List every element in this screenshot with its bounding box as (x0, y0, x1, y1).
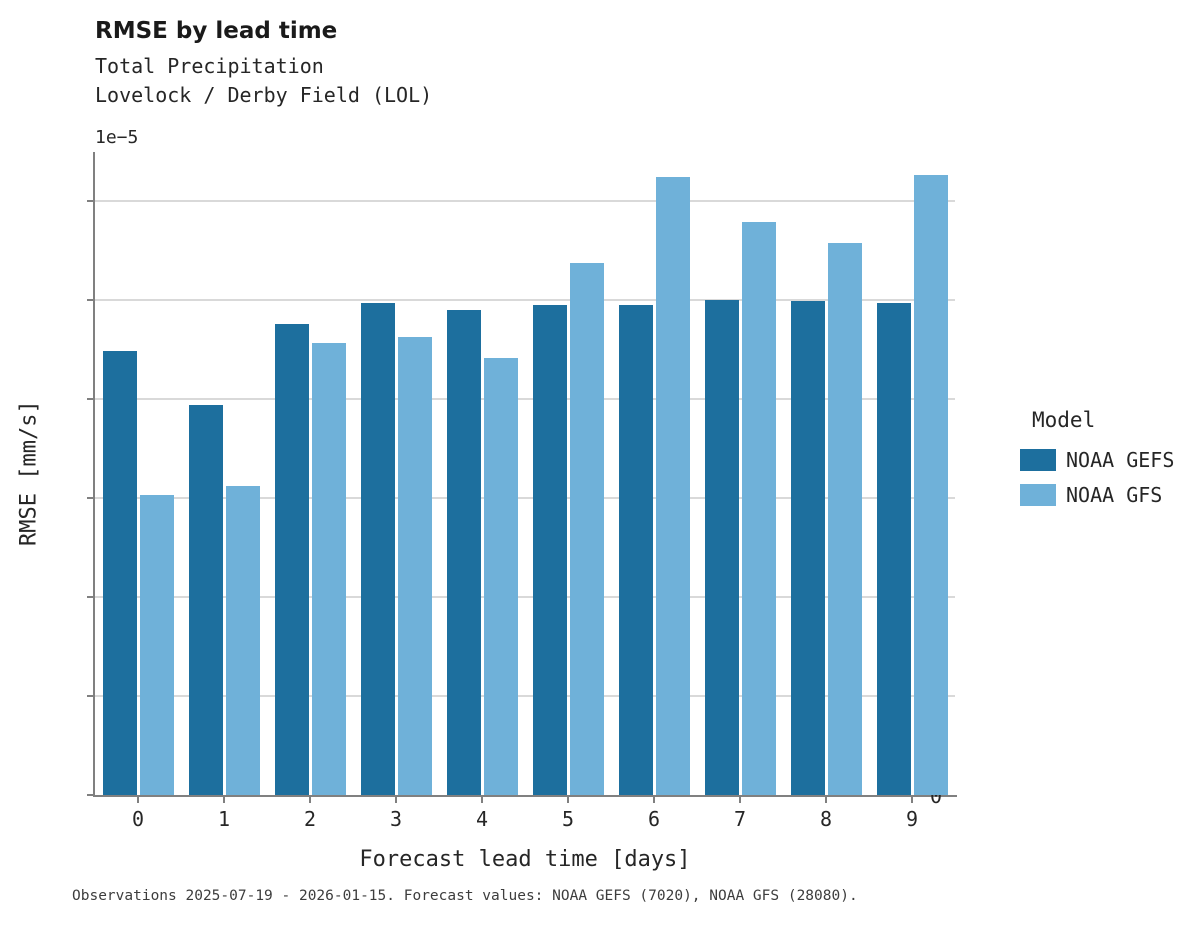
x-tick-label-3: 3 (389, 807, 403, 831)
x-axis-spine (93, 795, 957, 797)
chart-subtitle: Total Precipitation Lovelock / Derby Fiel… (95, 52, 432, 110)
gridline-y-3 (95, 497, 955, 500)
x-tick-mark-7 (739, 797, 741, 803)
bar-noaa-gfs-lead-8 (827, 243, 862, 795)
x-tick-label-4: 4 (475, 807, 489, 831)
bar-noaa-gefs-lead-1 (188, 405, 223, 795)
x-tick-mark-3 (395, 797, 397, 803)
bar-noaa-gefs-lead-9 (876, 303, 911, 795)
bar-noaa-gefs-lead-4 (446, 310, 481, 795)
x-tick-label-8: 8 (819, 807, 833, 831)
bar-noaa-gfs-lead-4 (483, 357, 518, 795)
gridline-y-1 (95, 695, 955, 698)
x-tick-label-5: 5 (561, 807, 575, 831)
legend-swatch-noaa-gefs (1020, 449, 1056, 471)
bar-noaa-gfs-lead-9 (913, 174, 948, 795)
legend-label: NOAA GFS (1066, 483, 1163, 507)
x-tick-label-7: 7 (733, 807, 747, 831)
bar-noaa-gefs-lead-6 (618, 305, 653, 795)
legend-label: NOAA GEFS (1066, 448, 1175, 472)
y-tick-mark-0 (87, 794, 93, 796)
bar-noaa-gefs-lead-8 (790, 301, 825, 795)
bar-noaa-gfs-lead-7 (741, 222, 776, 795)
x-axis-title: Forecast lead time [days] (359, 847, 691, 872)
gridline-y-5 (95, 299, 955, 302)
x-tick-label-0: 0 (131, 807, 145, 831)
x-tick-label-6: 6 (647, 807, 661, 831)
x-tick-mark-2 (309, 797, 311, 803)
bar-noaa-gfs-lead-0 (139, 495, 174, 795)
y-tick-mark-5 (87, 299, 93, 302)
x-tick-mark-6 (653, 797, 655, 803)
bar-noaa-gfs-lead-3 (397, 337, 432, 795)
y-tick-mark-2 (87, 596, 93, 599)
x-tick-label-9: 9 (905, 807, 919, 831)
x-tick-label-1: 1 (217, 807, 231, 831)
legend: Model NOAA GEFS NOAA GFS (1020, 408, 1195, 518)
bar-noaa-gefs-lead-0 (102, 350, 137, 795)
bar-noaa-gefs-lead-7 (704, 300, 739, 795)
bar-noaa-gfs-lead-2 (311, 342, 346, 795)
y-tick-mark-3 (87, 497, 93, 500)
y-axis-title: RMSE [mm/s] (16, 400, 42, 547)
legend-entry-noaa-gefs: NOAA GEFS (1020, 448, 1195, 472)
x-tick-mark-1 (223, 797, 225, 803)
legend-swatch-noaa-gfs (1020, 484, 1056, 506)
x-axis-ticks: 0 1 2 3 4 5 6 7 8 9 (95, 797, 955, 837)
y-tick-mark-6 (87, 200, 93, 203)
legend-title: Model (1032, 408, 1096, 432)
x-tick-mark-4 (481, 797, 483, 803)
x-tick-mark-5 (567, 797, 569, 803)
y-axis-offset-label: 1e−5 (95, 127, 139, 148)
x-tick-mark-9 (911, 797, 913, 803)
x-tick-mark-8 (825, 797, 827, 803)
bar-noaa-gefs-lead-3 (360, 303, 395, 795)
y-tick-mark-4 (87, 398, 93, 401)
bar-noaa-gfs-lead-6 (655, 176, 690, 795)
subtitle-line-2: Lovelock / Derby Field (LOL) (95, 83, 433, 107)
x-tick-mark-0 (137, 797, 139, 803)
x-tick-label-2: 2 (303, 807, 317, 831)
bar-noaa-gfs-lead-1 (225, 486, 260, 795)
bar-noaa-gefs-lead-2 (274, 324, 309, 795)
gridline-y-6 (95, 200, 955, 203)
subtitle-line-1: Total Precipitation (95, 54, 324, 78)
y-axis-spine (93, 152, 95, 797)
gridline-y-4 (95, 398, 955, 401)
bar-noaa-gefs-lead-5 (532, 305, 567, 795)
footer-caption: Observations 2025-07-19 - 2026-01-15. Fo… (72, 888, 858, 904)
chart-title: RMSE by lead time (95, 18, 338, 44)
y-tick-mark-1 (87, 695, 93, 698)
bar-noaa-gfs-lead-5 (569, 262, 604, 795)
legend-entry-noaa-gfs: NOAA GFS (1020, 483, 1195, 507)
gridline-y-2 (95, 596, 955, 599)
